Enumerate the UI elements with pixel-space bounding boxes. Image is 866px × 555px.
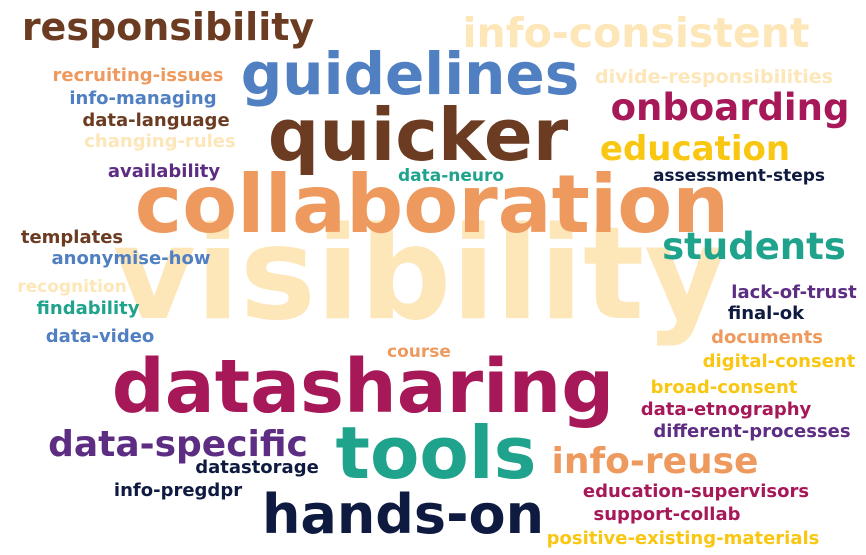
word-data-video: data-video (46, 326, 155, 347)
word-datasharing: datasharing (112, 344, 614, 430)
word-final-ok: final-ok (728, 303, 805, 324)
word-info-reuse: info-reuse (552, 441, 759, 482)
word-documents: documents (711, 327, 823, 348)
word-positive-existing-materials: positive-existing-materials (547, 528, 820, 549)
word-broad-consent: broad-consent (651, 377, 798, 398)
word-info-pregdpr: info-pregdpr (114, 480, 242, 501)
word-support-collab: support-collab (593, 504, 740, 525)
word-guidelines: guidelines (241, 40, 579, 108)
word-recruiting-issues: recruiting-issues (53, 65, 224, 86)
word-changing-rules: changing-rules (84, 131, 235, 152)
word-findability: findability (37, 298, 140, 319)
word-students: students (662, 225, 846, 268)
word-info-managing: info-managing (69, 88, 216, 109)
word-data-language: data-language (82, 110, 229, 131)
word-data-etnography: data-etnography (641, 399, 812, 420)
word-templates: templates (21, 227, 123, 248)
word-availability: availability (108, 161, 221, 182)
word-anonymise-how: anonymise-how (51, 248, 210, 269)
word-data-specific: data-specific (48, 424, 308, 465)
word-education-supervisors: education-supervisors (583, 481, 809, 502)
word-education: education (600, 129, 790, 169)
word-quicker: quicker (268, 93, 569, 177)
word-assessment-steps: assessment-steps (653, 166, 825, 186)
word-collaboration: collaboration (135, 158, 729, 251)
word-onboarding: onboarding (611, 86, 850, 129)
word-lack-of-trust: lack-of-trust (731, 282, 857, 303)
word-tools: tools (336, 411, 537, 495)
word-different-processes: different-processes (653, 421, 850, 442)
word-hands-on: hands-on (262, 483, 544, 546)
word-info-consistent: info-consistent (463, 9, 810, 57)
word-recognition: recognition (17, 277, 127, 297)
word-course: course (387, 342, 451, 362)
word-visibility: visibility (112, 200, 727, 349)
word-divide-responsibilities: divide-responsibilities (595, 66, 833, 88)
word-datastorage: datastorage (195, 457, 319, 478)
word-digital-consent: digital-consent (703, 351, 856, 372)
word-responsibility: responsibility (22, 5, 315, 49)
word-data-neuro: data-neuro (398, 166, 504, 186)
